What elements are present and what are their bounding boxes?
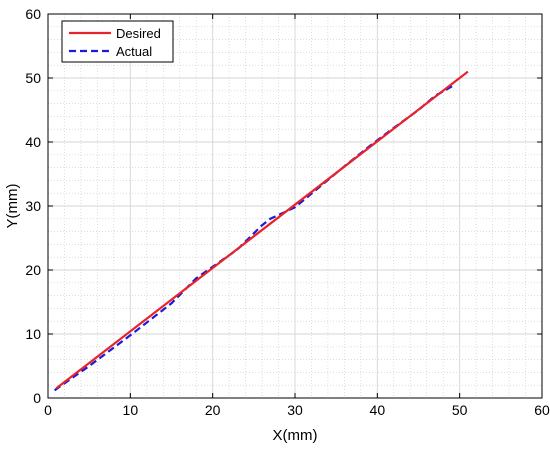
legend-label-actual: Actual (116, 44, 152, 59)
series-layer (53, 70, 469, 392)
x-tick-label: 50 (452, 402, 468, 418)
tick-marks (47, 13, 543, 399)
y-tick-label: 10 (25, 326, 41, 342)
tick-labels: 0 10 20 30 40 50 60 0 10 20 30 40 50 60 (25, 6, 550, 418)
legend-label-desired: Desired (116, 26, 161, 41)
x-tick-label: 10 (123, 402, 139, 418)
y-tick-label: 50 (25, 70, 41, 86)
x-tick-label: 60 (534, 402, 550, 418)
legend-box (61, 20, 174, 63)
x-tick-label: 0 (44, 402, 52, 418)
y-tick-label: 0 (33, 390, 41, 406)
y-tick-label: 20 (25, 262, 41, 278)
x-tick-label: 30 (287, 402, 303, 418)
x-axis-label: X(mm) (273, 427, 318, 444)
series-line-desired (55, 70, 469, 390)
y-tick-label: 30 (25, 198, 41, 214)
y-tick-label: 60 (25, 6, 41, 22)
legend: Desired Actual (61, 20, 174, 63)
x-tick-label: 20 (205, 402, 221, 418)
x-tick-label: 40 (370, 402, 386, 418)
y-tick-label: 40 (25, 134, 41, 150)
y-axis-label: Y(mm) (4, 184, 21, 229)
